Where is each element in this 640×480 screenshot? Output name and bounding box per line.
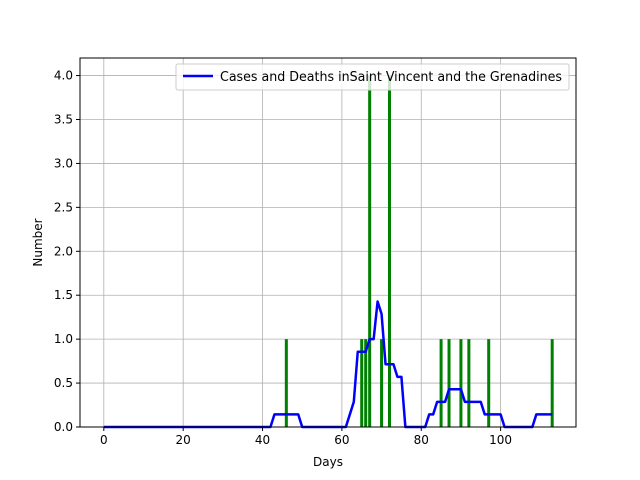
y-tick-label: 3.5: [54, 113, 73, 127]
x-axis: 0 20 40 60 80 100: [100, 427, 512, 447]
y-tick-label: 0.5: [54, 376, 73, 390]
x-axis-label: Days: [313, 455, 343, 469]
x-tick-label: 0: [100, 433, 108, 447]
legend: Cases and Deaths inSaint Vincent and the…: [175, 63, 570, 91]
bar: [388, 75, 392, 428]
bar-series: [284, 75, 554, 428]
bar: [550, 339, 554, 427]
y-tick-label: 1.5: [54, 288, 73, 302]
bar: [467, 339, 471, 427]
y-axis-label: Number: [31, 218, 45, 266]
bar: [284, 339, 288, 427]
bar: [459, 339, 463, 427]
bar: [487, 339, 491, 427]
bar: [447, 339, 451, 427]
legend-box: [175, 63, 570, 91]
y-tick-label: 1.0: [54, 332, 73, 346]
y-tick-label: 4.0: [54, 69, 73, 83]
legend-entry: Cases and Deaths inSaint Vincent and the…: [220, 70, 562, 85]
x-tick-label: 80: [414, 433, 429, 447]
bar: [364, 339, 368, 427]
y-tick-label: 2.5: [54, 200, 73, 214]
bar: [439, 339, 443, 427]
plot-frame: [79, 57, 577, 428]
y-axis: 0.0 0.5 1.0 1.5 2.0 2.5 3.0 3.5 4.0: [54, 69, 80, 434]
x-tick-label: 60: [334, 433, 349, 447]
bar: [380, 339, 384, 427]
y-tick-label: 0.0: [54, 420, 73, 434]
bar: [368, 75, 372, 428]
x-tick-label: 40: [255, 433, 270, 447]
bar: [360, 339, 364, 427]
x-tick-label: 20: [176, 433, 191, 447]
x-tick-label: 100: [489, 433, 512, 447]
y-tick-label: 3.0: [54, 156, 73, 170]
y-tick-label: 2.0: [54, 244, 73, 258]
